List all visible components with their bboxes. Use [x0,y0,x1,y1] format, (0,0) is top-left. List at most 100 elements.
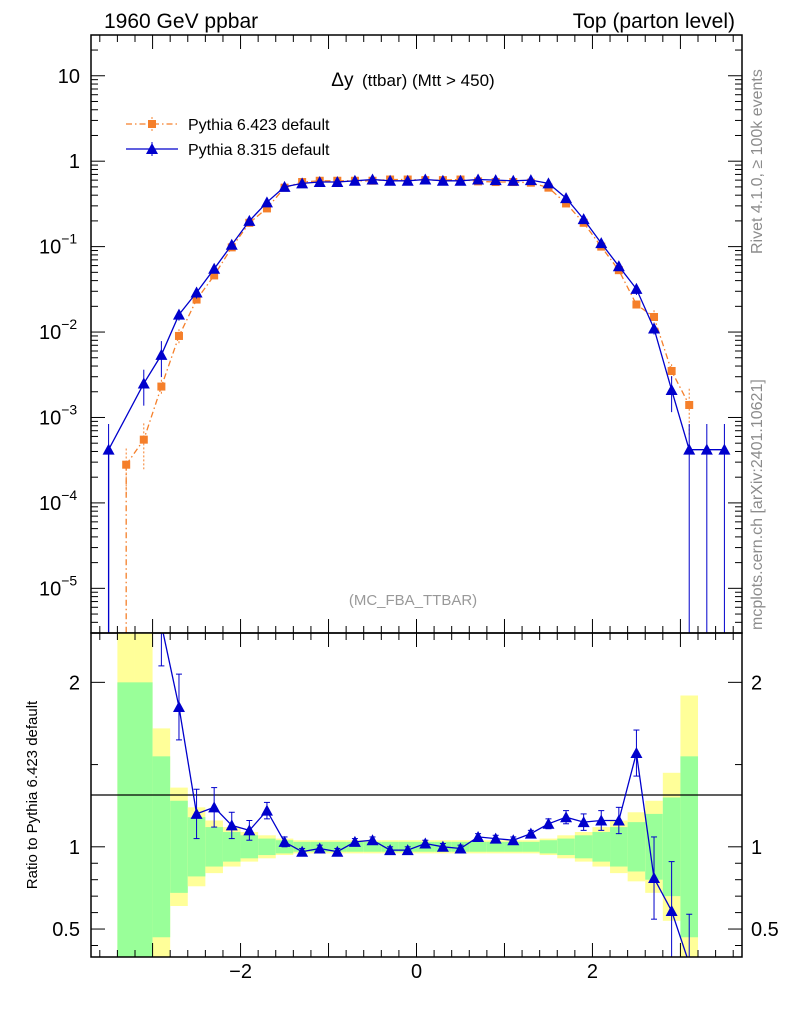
pythia6-point [174,331,183,340]
ratio-band-inner [662,797,681,897]
ratio-band-inner [363,841,382,852]
ratio-point [595,814,608,826]
ratio-y-tick-label-right: 1 [751,837,762,859]
ratio-point [260,804,273,816]
pythia6-point [139,435,148,444]
main-y-tick-base: 1 [69,151,80,173]
header-right: Top (parton level) [573,10,735,33]
pythia8-point [718,443,731,455]
pythia8-point [577,213,590,225]
pythia8-point [665,383,678,395]
main-y-tick-exp: −3 [61,401,77,417]
ratio-point [419,837,432,849]
pythia8-point [524,174,537,186]
main-y-tick-label: 10−4 [39,487,77,515]
pythia8-point [190,286,203,298]
pythia8-point [401,174,414,186]
ratio-y-tick-label-left: 2 [69,672,80,694]
pythia6-point [650,313,659,322]
ratio-point [507,834,520,846]
pythia8-point [278,180,291,192]
ratio-band-inner [134,682,153,957]
pythia8-point [313,176,326,188]
ratio-point [225,819,238,831]
ratio-point [648,872,661,884]
ratio-point [665,904,678,916]
pythia6-point [667,366,676,375]
pythia8-point [208,262,221,274]
ratio-band-inner [486,841,505,852]
main-title-symbol: Δy [331,70,354,91]
pythia8-point [384,174,397,186]
pythia8-point [331,176,344,188]
ratio-point [348,835,361,847]
ratio-axis-ticks [91,633,742,957]
pythia8-point [560,192,573,204]
ratio-point [542,817,555,829]
ratio-point [577,816,590,828]
ratio-band-inner [205,827,223,867]
ratio-band-inner [170,800,188,893]
ratio-x-tick-label: 0 [411,961,422,983]
pythia8-point [683,443,696,455]
ratio-x-tick-label: 2 [587,961,598,983]
ratio-point [612,814,625,826]
pythia8-point [296,177,309,189]
main-y-tick-base: 10 [39,493,61,515]
pythia8-point [472,173,485,185]
ratio-pythia8-series [158,632,693,958]
ratio-ylabel: Ratio to Pythia 6.423 default [24,700,41,889]
pythia8-point [102,443,115,455]
ratio-y-tick-label-right: 0.5 [751,919,779,941]
pythia8-point [489,174,502,186]
ratio-band-inner [627,822,646,872]
ratio-y-tick-labels: 2 2 1 1 0.5 0.5 [52,672,779,941]
ratio-point [208,801,221,813]
pythia6-point [632,300,641,309]
ratio-x-tick-label: −2 [229,961,252,983]
main-y-tick-label: 1 [69,151,80,173]
pythia8-point [260,196,273,208]
analysis-watermark: (MC_FBA_TTBAR) [349,592,477,609]
pythia8-point [366,173,379,185]
pythia6-line [125,178,690,466]
pythia8-point [700,443,713,455]
pythia8-point [137,377,150,389]
main-y-tick-base: 10 [39,322,61,344]
ratio-x-tick-labels: −2 0 2 [229,961,598,983]
ratio-uncertainty-bands [117,633,699,957]
ratio-band-inner [222,832,241,862]
ratio-point [560,811,573,823]
header-left: 1960 GeV ppbar [104,10,258,33]
ratio-band-inner [117,682,135,957]
main-y-tick-base: 10 [39,237,61,259]
pythia8-point [542,177,555,189]
pythia6-point [562,199,571,208]
ratio-band-inner [504,841,523,852]
pythia8-point [225,238,238,250]
pythia8-point [436,174,449,186]
ratio-point [472,830,485,842]
main-title-text: (ttbar) (Mtt > 450) [362,71,495,90]
pythia8-line [108,178,725,451]
ratio-band-inner [152,756,171,938]
ratio-point [278,835,291,847]
pythia8-point [595,237,608,249]
ratio-point [630,747,643,759]
ratio-point [190,807,203,819]
ratio-point [296,845,309,857]
ratio-band-inner [557,838,575,856]
main-y-tick-label: 10−3 [39,401,77,429]
ratio-y-tick-label-left: 1 [69,837,80,859]
main-axis-ticks [91,34,742,634]
pythia8-point [507,174,520,186]
legend-pythia8-label: Pythia 8.315 default [188,142,330,159]
pythia6-point [157,382,166,391]
pythia8-point [172,308,185,320]
pythia8-point [419,173,432,185]
pythia8-point [612,260,625,272]
ratio-point [331,845,344,857]
main-y-tick-base: 10 [58,66,80,88]
main-y-tick-base: 10 [39,407,61,429]
